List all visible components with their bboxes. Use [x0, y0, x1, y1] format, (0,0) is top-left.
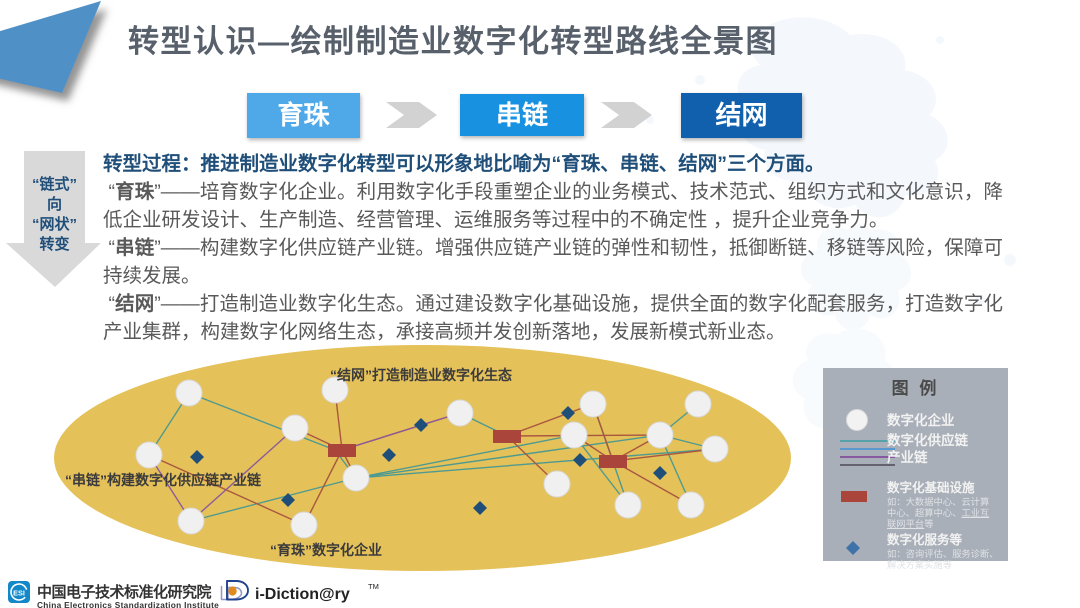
svg-text:ESI: ESI: [13, 589, 25, 598]
